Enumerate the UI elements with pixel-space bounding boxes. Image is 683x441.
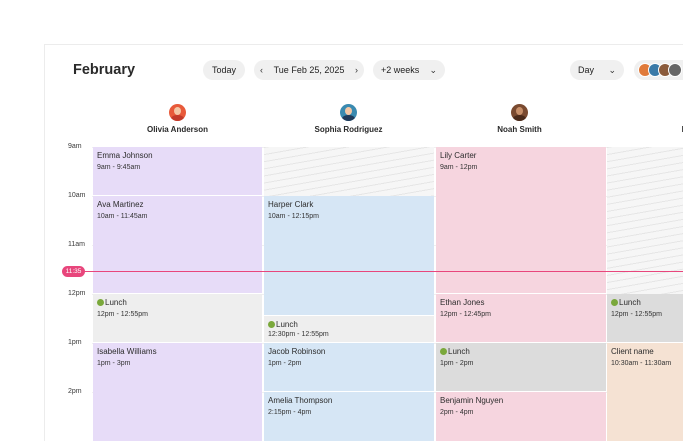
event-lunch[interactable]: Lunch 1pm - 2pm [436, 343, 606, 392]
hour-label: 2pm [68, 388, 82, 395]
view-dropdown[interactable]: Day ⌄ [570, 60, 624, 80]
event-time: 9am - 9:45am [97, 164, 141, 171]
column-header-noah: Noah Smith [434, 104, 605, 134]
range-label: +2 weeks [381, 65, 420, 75]
column-name: Olivia Anderson [146, 125, 209, 134]
event-title: Lunch [105, 298, 127, 307]
lunch-icon [440, 348, 447, 355]
hour-label: 12pm [68, 290, 86, 297]
range-dropdown[interactable]: +2 weeks ⌄ [373, 60, 445, 80]
event-client-name[interactable]: Client name 10:30am - 11:30am [607, 343, 683, 441]
event-time: 12pm - 12:55pm [611, 311, 662, 318]
column-name: Sophia Rodriguez [314, 125, 383, 134]
event-ethan-jones[interactable]: Ethan Jones 12pm - 12:45pm [436, 294, 606, 343]
event-title: Lunch [448, 347, 470, 356]
event-lunch[interactable]: Lunch 12pm - 12:55pm [93, 294, 262, 343]
unavailable-block [264, 147, 434, 196]
chevron-right-icon[interactable]: › [355, 65, 358, 75]
event-emma-johnson[interactable]: Emma Johnson 9am - 9:45am [93, 147, 262, 196]
time-grid: 9am 10am 11am 12pm 1pm 2pm Emma Johnson … [45, 143, 683, 441]
today-button[interactable]: Today [203, 60, 245, 80]
column-header-sophia: Sophia Rodriguez [263, 104, 434, 134]
event-title: Ethan Jones [440, 298, 485, 307]
people-filter[interactable]: 4 p [634, 60, 683, 80]
event-lunch[interactable]: Lunch 12:30pm - 12:55pm [264, 316, 434, 343]
event-time: 12:30pm - 12:55pm [268, 331, 329, 338]
event-title: Benjamin Nguyen [440, 396, 504, 405]
event-time: 12pm - 12:55pm [97, 311, 148, 318]
current-date[interactable]: Tue Feb 25, 2025 [273, 65, 345, 75]
avatar [511, 104, 528, 121]
lunch-icon [97, 299, 104, 306]
date-navigator: ‹ Tue Feb 25, 2025 › [254, 60, 364, 80]
event-title: Harper Clark [268, 200, 314, 209]
event-title: Client name [611, 347, 654, 356]
event-title: Ava Martinez [97, 200, 144, 209]
event-time: 2pm - 4pm [440, 409, 474, 416]
month-title: February [73, 62, 136, 78]
event-title: Lunch [276, 320, 298, 329]
avatar-stack [638, 63, 682, 77]
event-title: Amelia Thompson [268, 396, 333, 405]
avatar [169, 104, 186, 121]
current-time-line [85, 271, 683, 272]
chevron-down-icon: ⌄ [429, 64, 437, 75]
chevron-down-icon: ⌄ [608, 64, 616, 75]
avatar [340, 104, 357, 121]
event-benjamin-nguyen[interactable]: Benjamin Nguyen 2pm - 4pm [436, 392, 606, 441]
unavailable-block [607, 147, 683, 294]
event-lily-carter[interactable]: Lily Carter 9am - 12pm [436, 147, 606, 294]
event-title: Lunch [619, 298, 641, 307]
event-title: Lily Carter [440, 151, 477, 160]
event-time: 10am - 12:15pm [268, 213, 319, 220]
hour-label: 9am [68, 143, 82, 150]
column-name: Noah Smith [497, 125, 542, 134]
event-title: Emma Johnson [97, 151, 153, 160]
hour-label: 11am [68, 241, 85, 248]
lunch-icon [611, 299, 618, 306]
current-time-badge: 11:35 [62, 266, 85, 277]
event-harper-clark[interactable]: Harper Clark 10am - 12:15pm [264, 196, 434, 316]
chevron-left-icon[interactable]: ‹ [260, 65, 263, 75]
event-time: 1pm - 2pm [268, 360, 302, 367]
event-time: 2:15pm - 4pm [268, 409, 312, 416]
event-title: Jacob Robinson [268, 347, 326, 356]
event-time: 9am - 12pm [440, 164, 478, 171]
event-jacob-robinson[interactable]: Jacob Robinson 1pm - 2pm [264, 343, 434, 392]
event-title: Isabella Williams [97, 347, 157, 356]
event-time: 10:30am - 11:30am [611, 360, 672, 367]
event-time: 12pm - 12:45pm [440, 311, 491, 318]
event-time: 1pm - 3pm [97, 360, 131, 367]
event-time: 10am - 11:45am [97, 213, 148, 220]
event-isabella-williams[interactable]: Isabella Williams 1pm - 3pm [93, 343, 262, 441]
avatar [668, 63, 682, 77]
hour-label: 10am [68, 192, 86, 199]
column-name: Mike [605, 125, 683, 134]
event-ava-martinez[interactable]: Ava Martinez 10am - 11:45am [93, 196, 262, 294]
view-label: Day [578, 65, 595, 75]
event-lunch[interactable]: Lunch 12pm - 12:55pm [607, 294, 683, 343]
hour-label: 1pm [68, 339, 82, 346]
lunch-icon [268, 321, 275, 328]
column-header-mike: Mike [605, 104, 683, 134]
event-amelia-thompson[interactable]: Amelia Thompson 2:15pm - 4pm [264, 392, 434, 441]
column-header-olivia: Olivia Anderson [92, 104, 263, 134]
calendar-app: February Today ‹ Tue Feb 25, 2025 › +2 w… [44, 44, 683, 441]
event-time: 1pm - 2pm [440, 360, 474, 367]
